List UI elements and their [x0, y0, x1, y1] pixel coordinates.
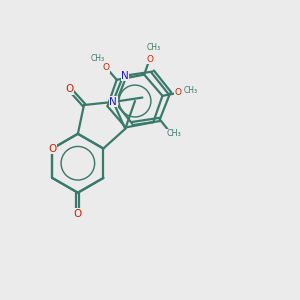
Text: O: O	[66, 84, 74, 94]
Text: O: O	[146, 55, 153, 64]
Text: CH₃: CH₃	[91, 54, 105, 63]
Text: CH₃: CH₃	[147, 43, 161, 52]
Text: O: O	[48, 143, 56, 154]
Text: O: O	[103, 63, 110, 72]
Text: O: O	[175, 88, 182, 97]
Text: CH₃: CH₃	[167, 129, 181, 138]
Text: N: N	[110, 97, 117, 107]
Text: CH₃: CH₃	[184, 86, 198, 95]
Text: O: O	[74, 209, 82, 219]
Text: N: N	[121, 71, 129, 81]
